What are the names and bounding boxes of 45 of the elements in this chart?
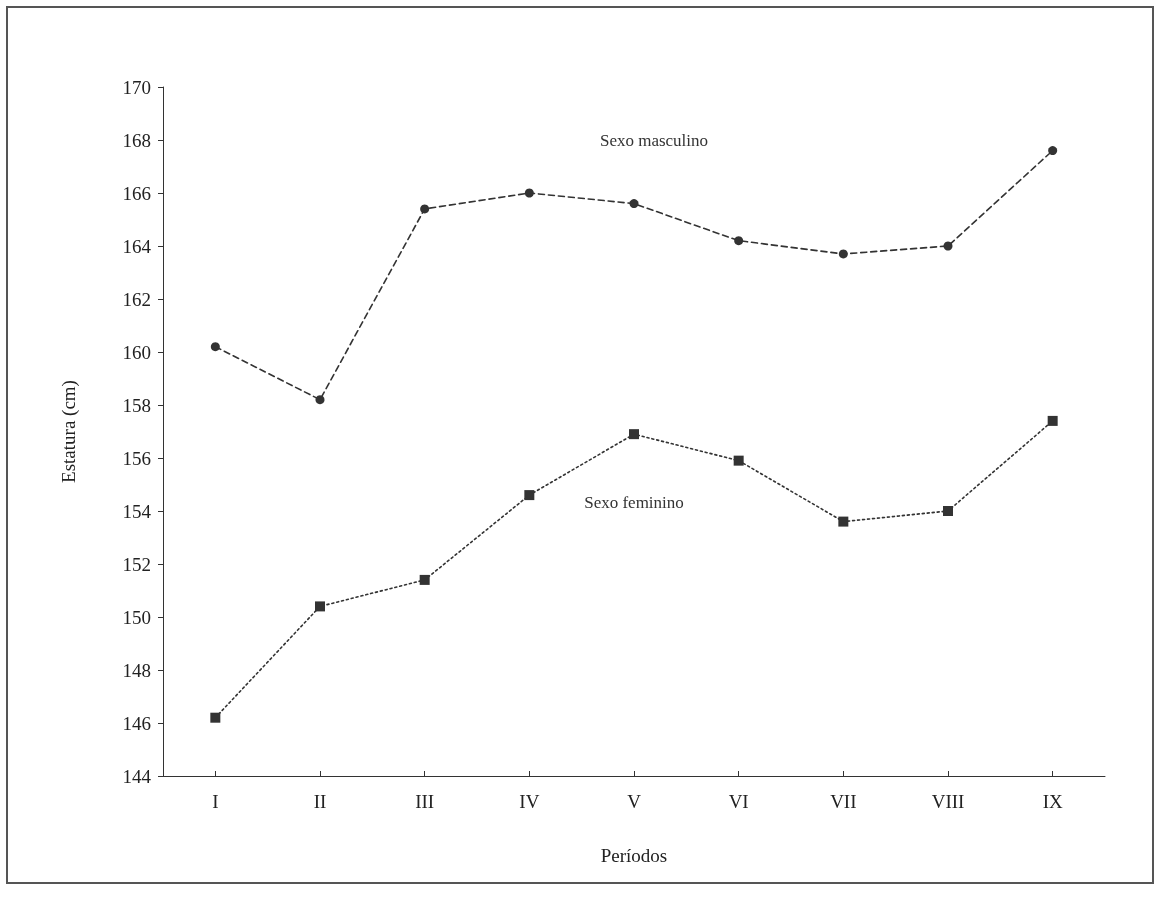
y-tick-label: 166: [122, 182, 151, 204]
point: [733, 455, 744, 466]
point: [838, 249, 848, 259]
point: [629, 429, 639, 440]
point: [315, 395, 325, 405]
point: [524, 188, 534, 198]
x-tick-label: VIII: [931, 791, 965, 812]
x-tick-label: III: [415, 791, 435, 812]
point: [943, 506, 953, 516]
point: [210, 342, 220, 352]
point: [315, 601, 325, 612]
y-tick-label: 158: [122, 394, 151, 416]
point: [943, 241, 953, 251]
x-axis-title: Períodos: [600, 845, 668, 866]
point: [420, 204, 430, 214]
point: [734, 236, 744, 246]
point: [838, 516, 849, 527]
point: [1047, 415, 1058, 426]
y-tick-label: 144: [122, 765, 152, 787]
x-tick-label: IX: [1042, 791, 1063, 812]
y-tick-label: 168: [122, 129, 151, 151]
y-tick-label: 162: [122, 288, 151, 310]
x-tick-label: I: [212, 791, 219, 812]
x-tick-label: V: [627, 791, 642, 812]
y-tick-label: 160: [122, 341, 151, 363]
x-tick-label: IV: [519, 791, 540, 812]
x-tick-label: VII: [830, 791, 857, 812]
point: [210, 712, 221, 723]
y-tick-label: 146: [122, 712, 151, 734]
y-tick-label: 148: [122, 659, 151, 681]
point: [629, 199, 639, 209]
point: [419, 574, 430, 585]
x-tick-label: VI: [728, 791, 749, 812]
y-tick-label: 150: [122, 606, 151, 628]
series-label: Sexo feminino: [584, 493, 684, 513]
y-tick-label: 154: [122, 500, 152, 522]
text: Sexo masculino: [599, 131, 709, 151]
y-tick-label: 164: [122, 235, 152, 257]
y-tick-label: 170: [122, 76, 151, 98]
y-tick-label: 156: [122, 447, 151, 469]
y-tick-label: 152: [122, 553, 151, 575]
y-axis-title: Estatura (cm): [58, 380, 80, 483]
point: [1048, 146, 1058, 156]
point: [524, 490, 535, 501]
x-tick-label: II: [313, 791, 327, 812]
